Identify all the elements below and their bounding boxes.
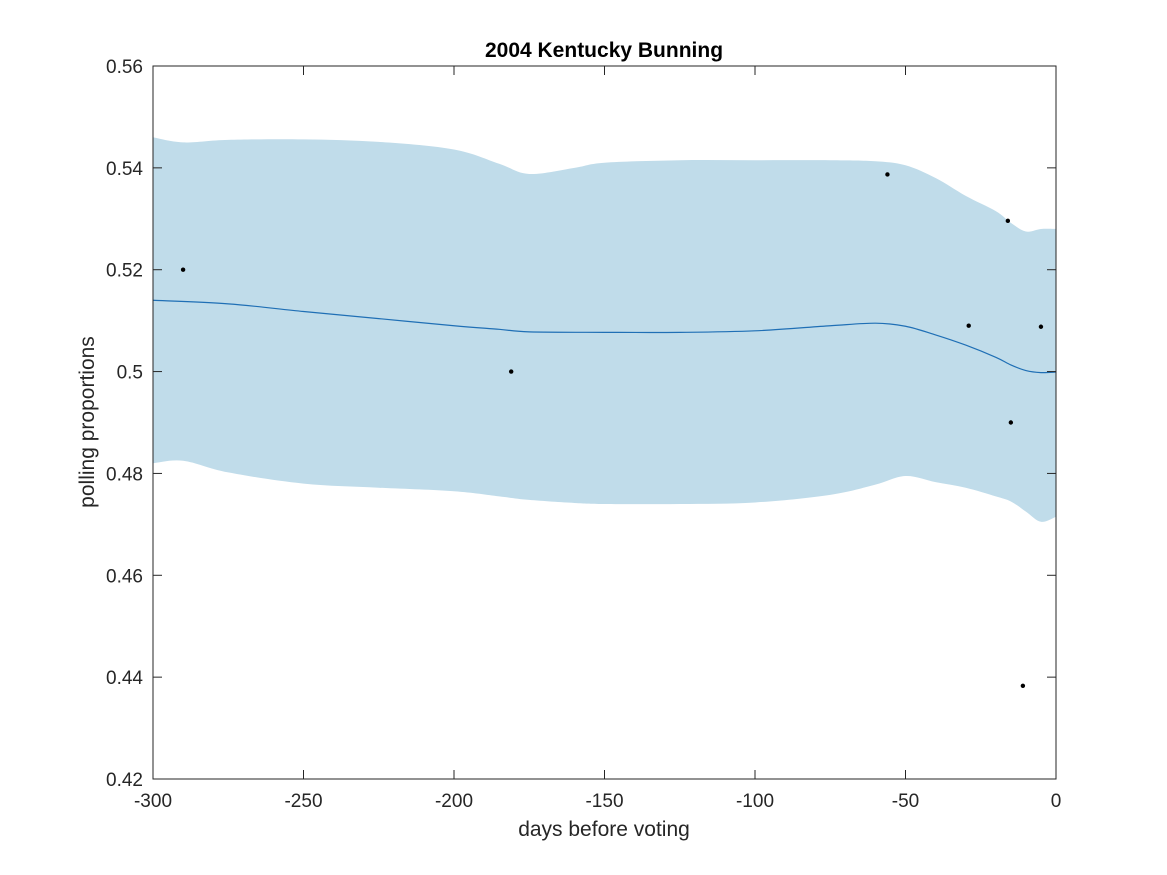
poll-point <box>1038 324 1044 329</box>
y-tick-label: 0.48 <box>106 464 143 485</box>
x-tick-label: -50 <box>892 791 919 812</box>
x-tick-label: -150 <box>585 791 623 812</box>
confidence-band <box>153 137 1056 522</box>
x-tick-label: -200 <box>435 791 473 812</box>
mean-line <box>152 299 1057 374</box>
x-tick-label: -250 <box>284 791 322 812</box>
plot-area <box>152 137 1057 689</box>
poll-point <box>1008 420 1014 425</box>
poll-point <box>885 172 890 177</box>
x-axis-label: days before voting <box>518 818 690 841</box>
y-tick-label: 0.5 <box>117 363 143 384</box>
poll-point <box>966 323 971 328</box>
y-tick-label: 0.54 <box>106 159 143 180</box>
poll-point <box>1020 683 1026 689</box>
y-tick-label: 0.44 <box>106 668 143 689</box>
y-tick-label: 0.56 <box>106 57 143 78</box>
x-tick-label: -300 <box>134 791 172 812</box>
y-tick-label: 0.42 <box>106 770 143 791</box>
chart-title: 2004 Kentucky Bunning <box>485 39 723 62</box>
y-axis-label: polling proportions <box>76 336 99 508</box>
y-tick-label: 0.52 <box>106 261 143 282</box>
y-tick-label: 0.46 <box>106 566 143 587</box>
poll-point <box>508 369 514 374</box>
poll-point <box>1005 218 1011 224</box>
x-tick-label: 0 <box>1051 791 1062 812</box>
poll-point <box>180 267 186 272</box>
x-tick-label: -100 <box>736 791 774 812</box>
axes: -300 -250 -200 -150 -100 -50 0 0.42 0.44 0.46 0.48… <box>106 57 1061 812</box>
